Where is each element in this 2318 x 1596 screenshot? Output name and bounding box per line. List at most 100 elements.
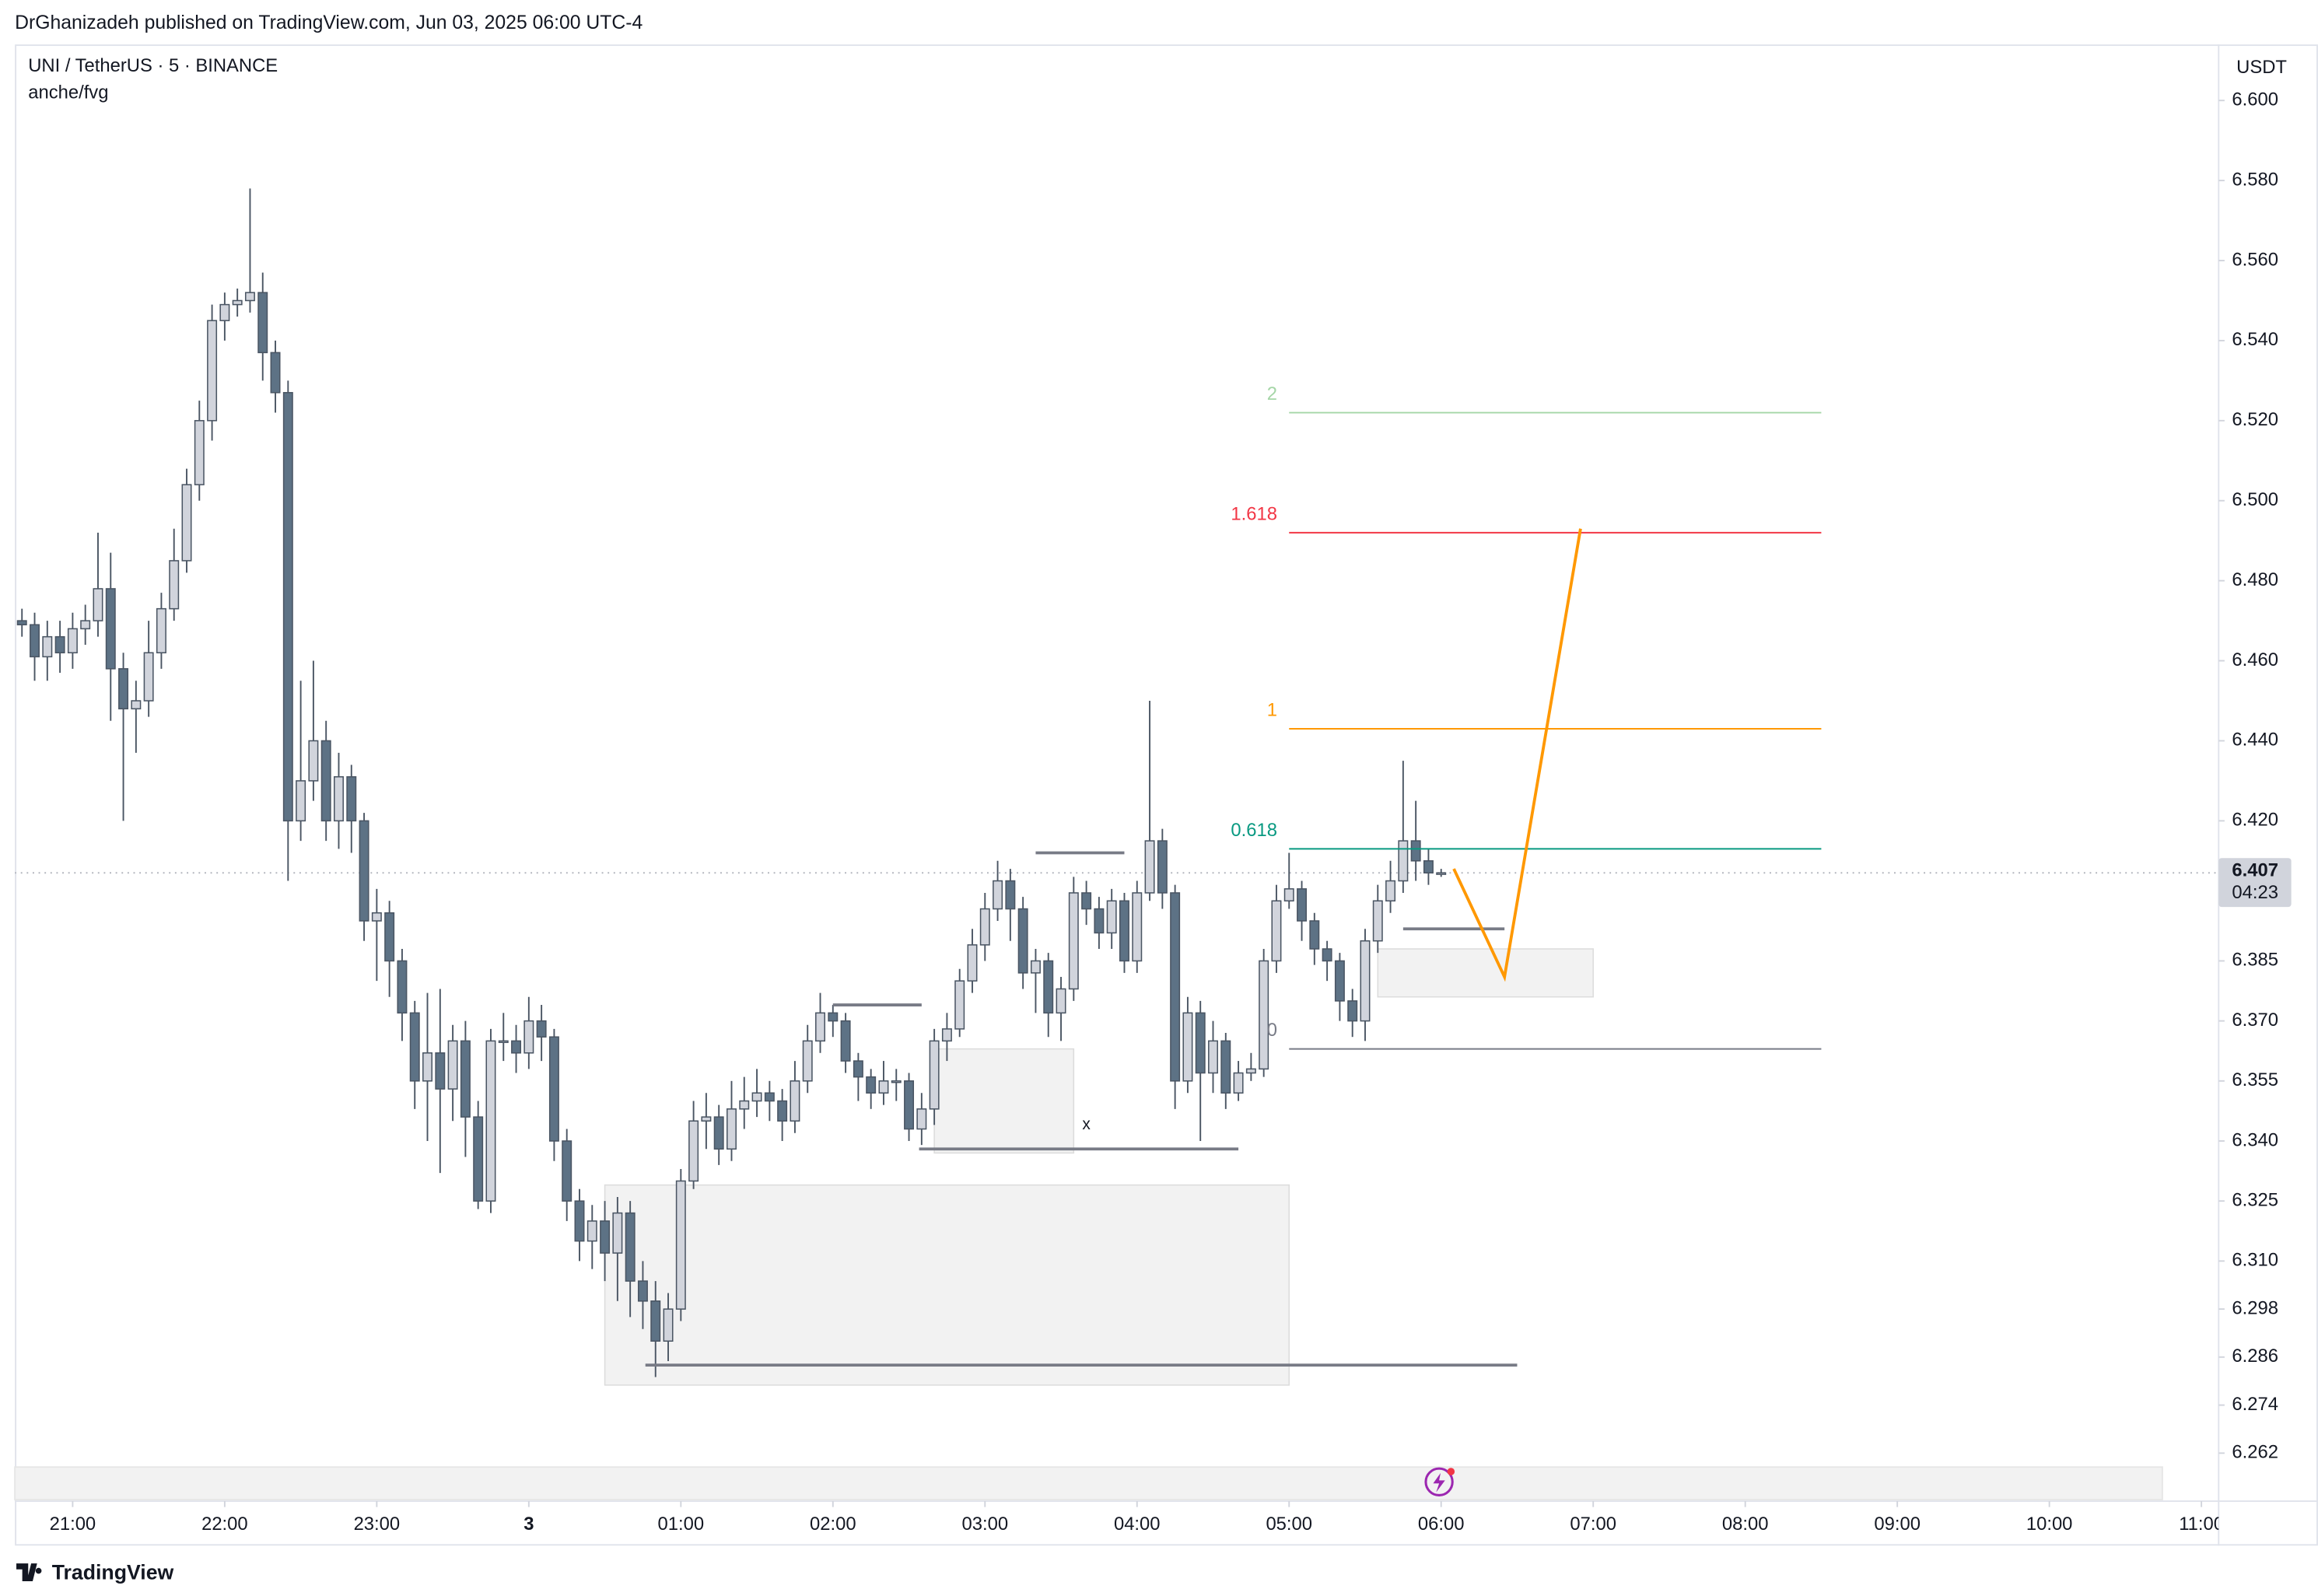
candle-body — [625, 1212, 636, 1282]
candle-body — [334, 775, 344, 822]
time-axis: 21:00 22:00 23:00 3 01:00 02:00 03:00 04:00 05:0… — [50, 1501, 2218, 1535]
candle-body — [181, 484, 192, 562]
candle-body — [460, 1040, 471, 1118]
candle-body — [751, 1092, 762, 1102]
candle-body — [67, 628, 78, 654]
candle-body — [435, 1052, 446, 1090]
candle-body — [777, 1100, 788, 1122]
candle-body — [219, 303, 230, 321]
candle-body — [282, 392, 293, 822]
indicator-name: anche/fvg — [28, 82, 108, 103]
fib-label: 2 — [1267, 383, 1277, 404]
candle-body — [1119, 900, 1129, 962]
candle-body — [688, 1120, 699, 1182]
candle-body — [1297, 888, 1308, 922]
candle-body — [1372, 900, 1383, 942]
candle-body — [941, 1028, 952, 1042]
candle-body — [701, 1116, 712, 1122]
x-tick-label: 07:00 — [1570, 1514, 1616, 1535]
candle-body — [16, 620, 27, 625]
candle-body — [802, 1040, 813, 1082]
candle-body — [650, 1300, 661, 1342]
candle-body — [1017, 908, 1028, 974]
candle-body — [30, 624, 40, 658]
y-tick-label: 6.370 — [2232, 1010, 2278, 1031]
y-tick-label: 6.298 — [2232, 1297, 2278, 1318]
candle-body — [42, 635, 53, 658]
publish-header: DrGhanizadeh published on TradingView.co… — [15, 12, 643, 33]
y-tick-label: 6.355 — [2232, 1069, 2278, 1090]
y-tick-label: 6.262 — [2232, 1442, 2278, 1463]
candle-body — [1132, 892, 1143, 962]
y-tick-label: 6.560 — [2232, 249, 2278, 270]
candle-body — [498, 1040, 509, 1044]
candle-body — [663, 1308, 674, 1342]
candle-body — [207, 320, 218, 422]
y-tick-label: 6.600 — [2232, 89, 2278, 110]
candle-body — [1309, 920, 1320, 950]
candle-body — [105, 588, 116, 670]
candle-body — [548, 1036, 559, 1142]
fvg-box — [1377, 948, 1594, 998]
candle-body — [1182, 1012, 1193, 1082]
candle-body — [1170, 892, 1181, 1082]
candle-body — [979, 908, 990, 946]
price-tag-countdown: 04:23 — [2232, 882, 2278, 903]
alert-bolt — [1433, 1472, 1445, 1493]
candle-body — [485, 1040, 496, 1202]
candle-body — [409, 1012, 420, 1082]
y-tick-label: 6.385 — [2232, 950, 2278, 971]
candle-body — [523, 1020, 534, 1054]
candle-body — [891, 1080, 902, 1083]
candle-body — [1094, 908, 1105, 934]
alert-dot — [1447, 1468, 1455, 1475]
y-tick-label: 6.420 — [2232, 810, 2278, 831]
candle-body — [637, 1280, 648, 1302]
candle-body — [371, 912, 382, 922]
annotation: x — [1082, 1115, 1091, 1133]
candle-body — [118, 668, 129, 710]
y-tick-label: 6.460 — [2232, 649, 2278, 670]
candle-body — [929, 1040, 940, 1110]
candle-body — [727, 1108, 737, 1150]
candle-body — [574, 1200, 585, 1242]
candle-body — [790, 1080, 800, 1122]
candle-body — [1398, 840, 1409, 882]
symbol-title: UNI / TetherUS · 5 · BINANCE — [28, 55, 278, 76]
chart-frame — [15, 44, 2318, 1546]
footer-logo: TradingView — [16, 1560, 174, 1584]
candle-body — [473, 1116, 484, 1202]
y-tick-label: 6.480 — [2232, 569, 2278, 590]
candle-body — [1081, 892, 1092, 910]
y-tick-label: 6.340 — [2232, 1129, 2278, 1150]
candle-body — [1334, 960, 1345, 1002]
candle-body — [1410, 840, 1421, 862]
candle-body — [143, 652, 154, 702]
brand: TradingView — [52, 1560, 174, 1584]
candle-body — [853, 1060, 863, 1078]
currency-label: USDT — [2236, 57, 2287, 78]
candle-body — [562, 1140, 572, 1202]
y-tick-label: 6.286 — [2232, 1346, 2278, 1367]
x-tick-label: 10:00 — [2026, 1514, 2073, 1535]
fvg-box — [604, 1184, 1290, 1386]
projection-path — [1452, 528, 1582, 982]
y-tick-label: 6.440 — [2232, 730, 2278, 751]
candle-body — [713, 1116, 724, 1150]
candle-body — [447, 1040, 458, 1090]
x-tick-label: 08:00 — [1722, 1514, 1769, 1535]
x-tick-label: 3 — [523, 1514, 534, 1535]
candle-body — [1271, 900, 1282, 962]
alert-icon[interactable] — [1424, 1467, 1454, 1496]
candle-body — [1360, 940, 1371, 1022]
plot-area: 2 1.618 1 0.618 0 x — [15, 188, 2219, 1386]
candle-body — [878, 1080, 889, 1094]
candle-body — [54, 635, 65, 654]
candle-body — [1106, 900, 1117, 934]
candle-body — [257, 292, 268, 354]
candle-body — [993, 880, 1003, 910]
candle-body — [320, 740, 331, 822]
y-tick-label: 6.540 — [2232, 329, 2278, 350]
candle-body — [93, 588, 103, 621]
candle-body — [397, 960, 408, 1014]
